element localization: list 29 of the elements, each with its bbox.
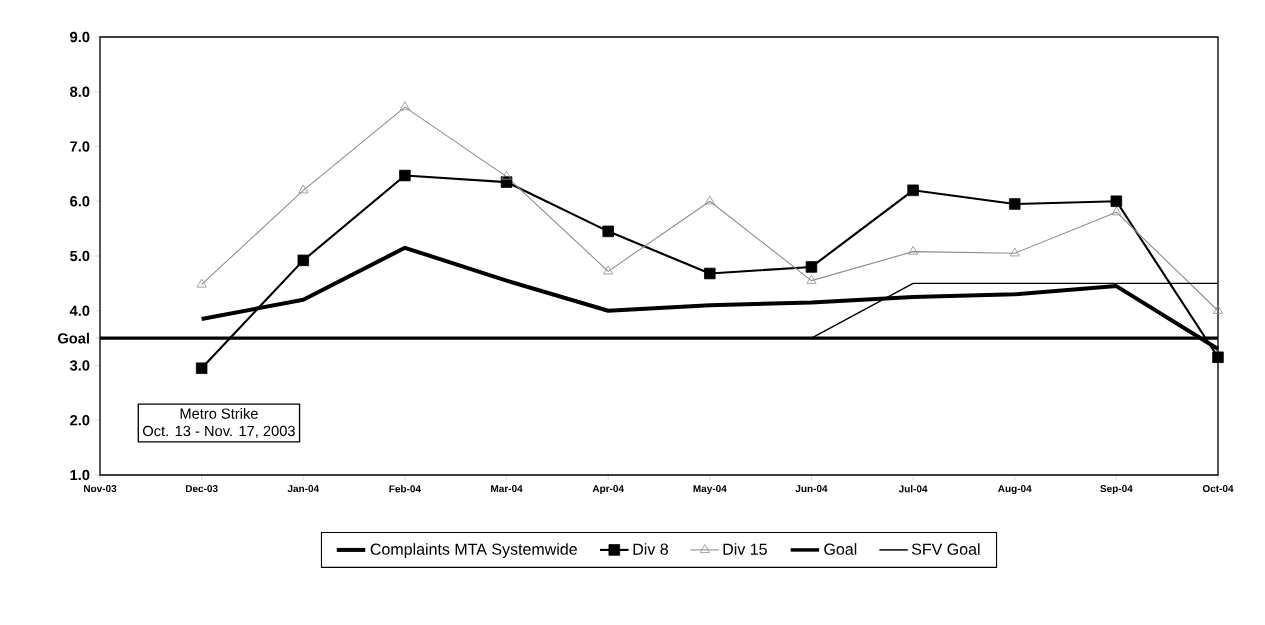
y-tick-label: 2.0 xyxy=(70,415,90,426)
legend-label: Div 15 xyxy=(723,543,767,555)
y-tick-label: 5.0 xyxy=(70,250,90,262)
y-tick-label: 4.0 xyxy=(69,305,90,316)
legend-label: SFV Goal xyxy=(911,543,980,555)
x-tick-label: Mar-04 xyxy=(491,485,523,493)
x-tick-label: Apr-04 xyxy=(592,485,624,495)
x-tick-label: Nov-03 xyxy=(84,485,117,493)
x-tick-label: Dec-03 xyxy=(185,485,218,493)
annotation: Metro Strike xyxy=(180,408,258,419)
legend-label: Div 8 xyxy=(633,543,668,555)
legend-label: Goal xyxy=(824,543,857,555)
x-tick-label: Oct-04 xyxy=(1202,485,1234,493)
y-tick-label: 6.0 xyxy=(70,196,90,207)
legend-label: Complaints MTA Systemwide xyxy=(370,543,577,559)
y-tick-label: Goal xyxy=(57,332,89,344)
y-tick-label: 7.0 xyxy=(70,141,90,152)
x-tick-label: Feb-04 xyxy=(389,485,421,493)
x-tick-label: Aug-04 xyxy=(998,485,1032,495)
x-tick-label: Jun-04 xyxy=(795,485,828,493)
y-tick-label: 9.0 xyxy=(70,31,90,43)
x-tick-label: Sep-04 xyxy=(1100,485,1133,495)
x-tick-label: May-04 xyxy=(693,485,727,495)
x-tick-label: Jul-04 xyxy=(898,485,928,493)
y-tick-label: 3.0 xyxy=(69,360,90,371)
y-tick-label: 1.0 xyxy=(70,469,90,481)
annotation: Oct. 13 - Nov. 17, 2003 xyxy=(142,425,295,438)
x-tick-label: Jan-04 xyxy=(287,485,320,493)
y-tick-label: 8.0 xyxy=(70,86,90,97)
